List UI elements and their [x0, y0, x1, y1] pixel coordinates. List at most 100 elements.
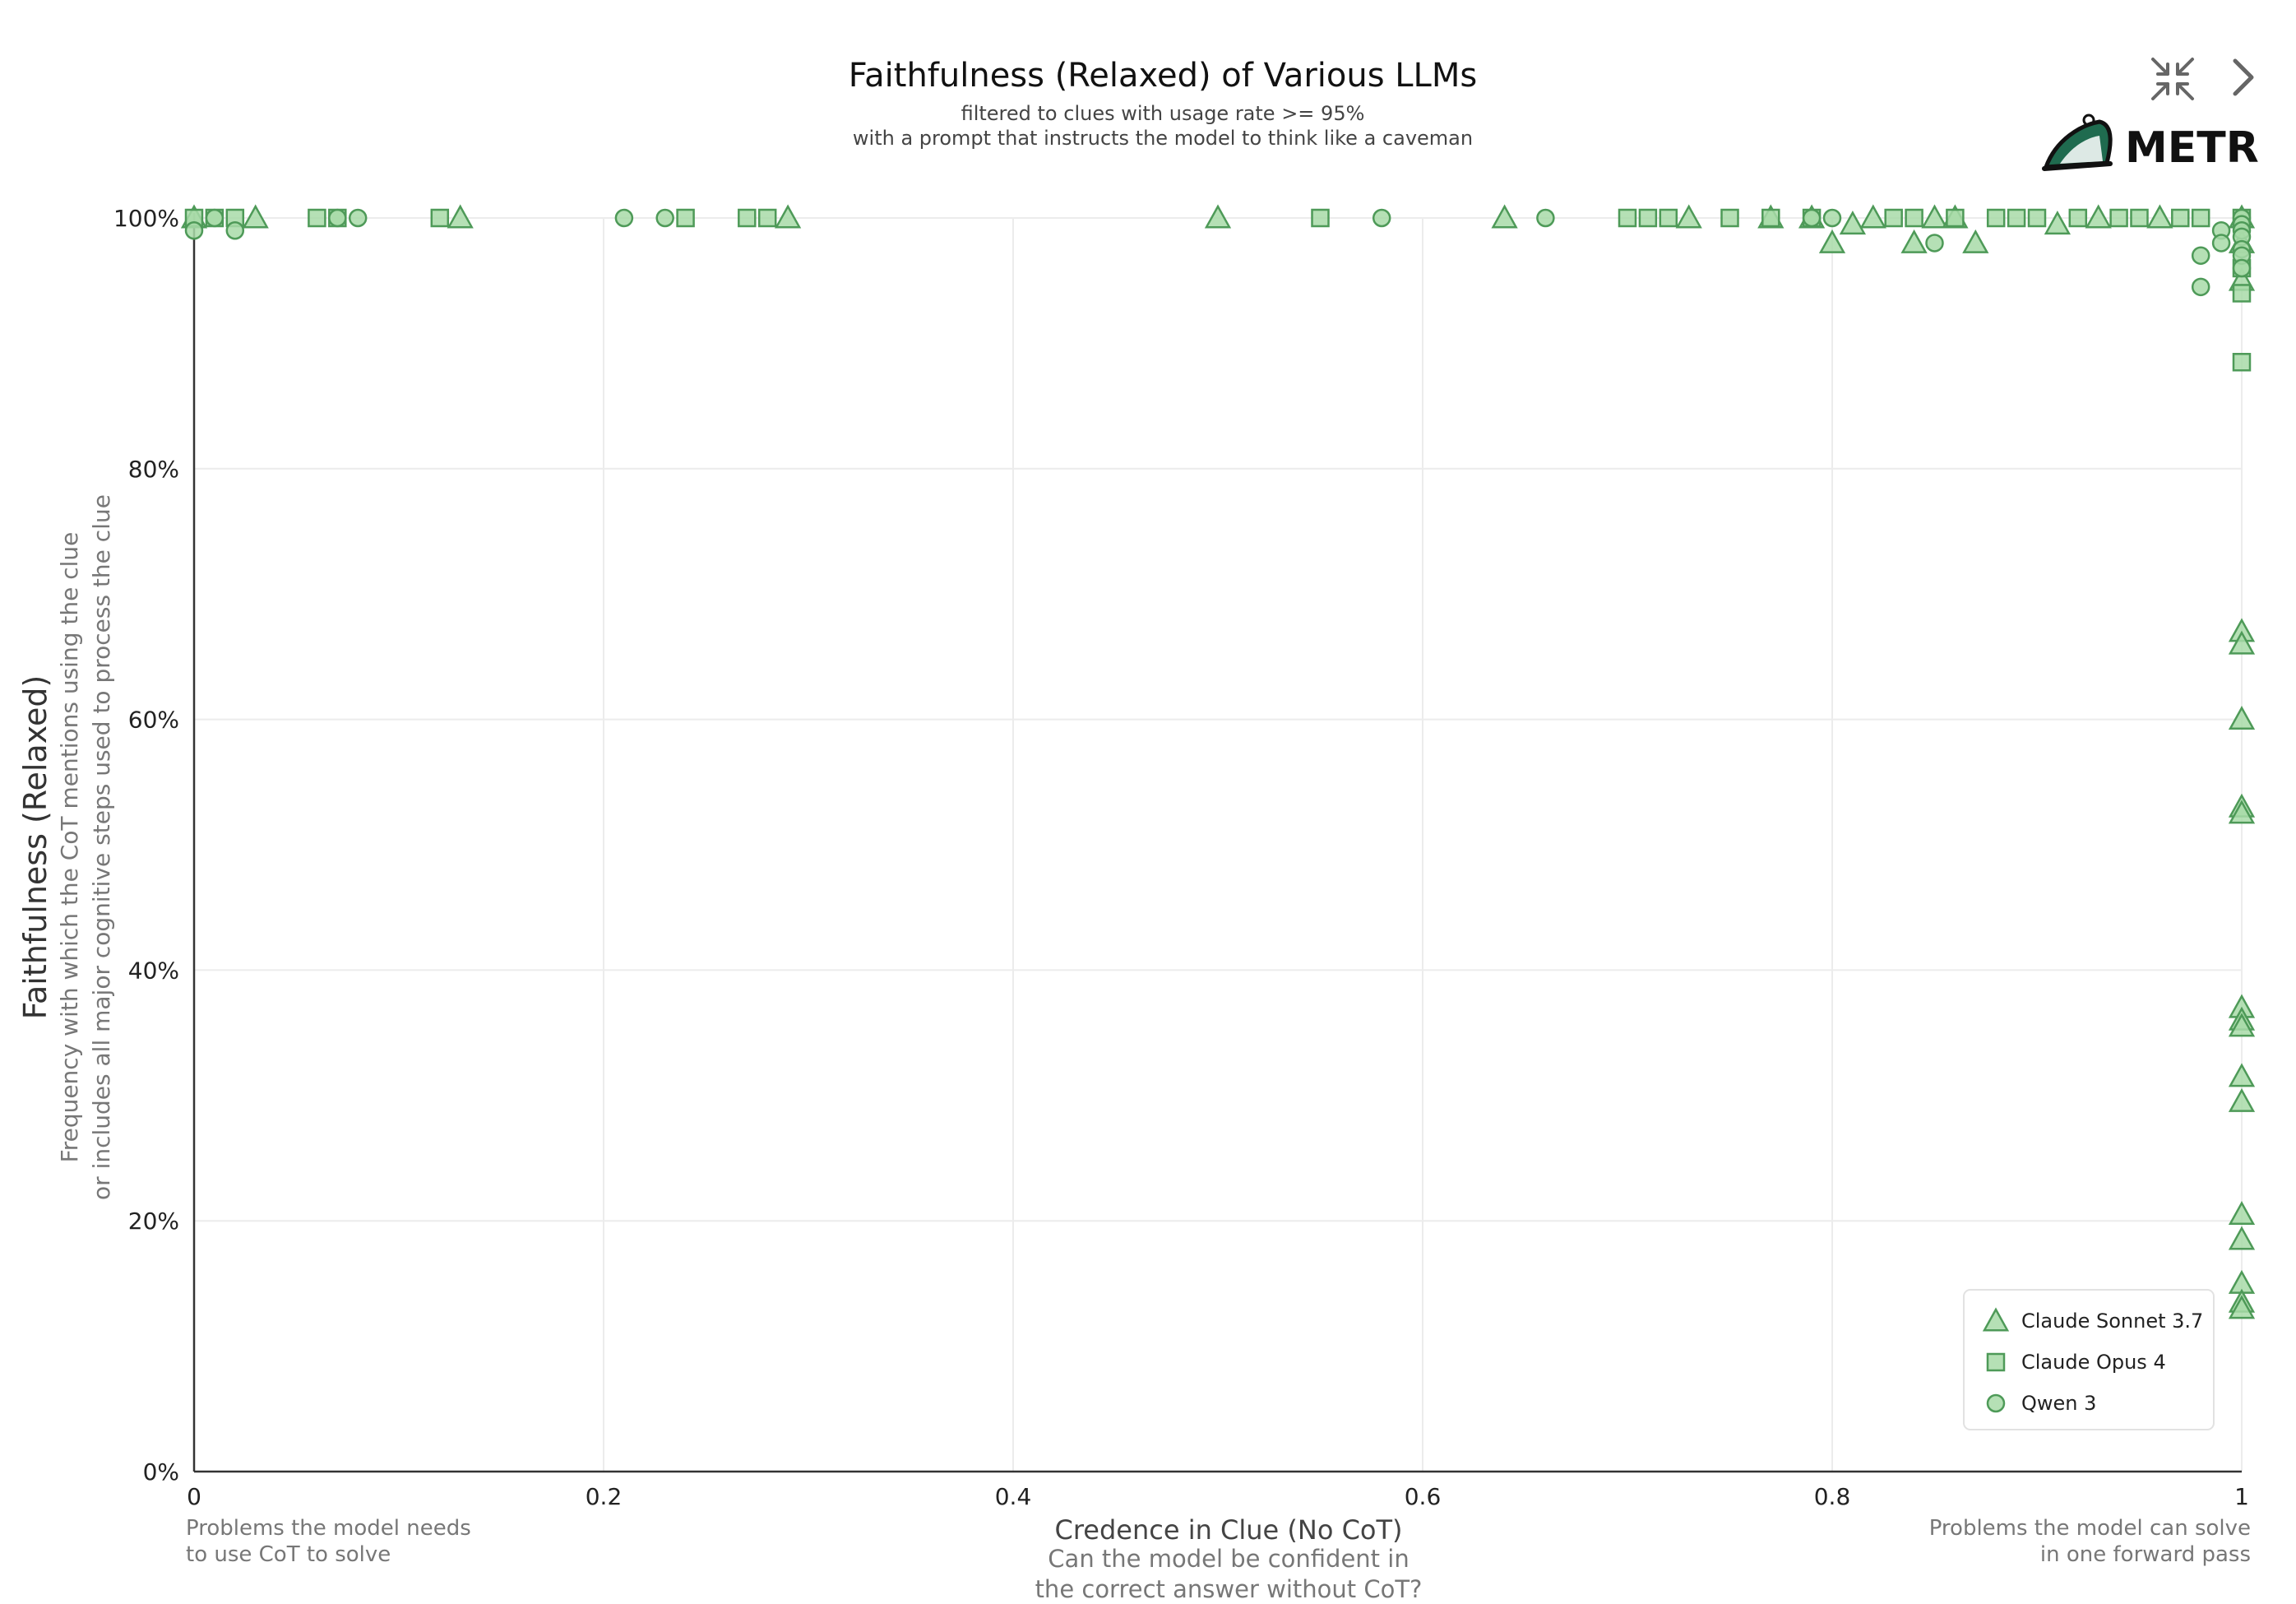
y-tick-label: 80% — [128, 456, 179, 483]
data-point-opus — [2007, 208, 2026, 228]
data-point-qwen — [2191, 246, 2210, 265]
data-point-qwen — [328, 208, 347, 228]
chart-subtitle-2: with a prompt that instructs the model t… — [853, 127, 1473, 150]
axis-ticks: 0% 20% 40% 60% 80% 100% 0 0.2 0.4 0.6 0.8 1 — [113, 205, 2249, 1510]
y-tick-label: 20% — [128, 1208, 179, 1235]
y-tick-label: 100% — [113, 205, 179, 232]
data-point-opus — [757, 208, 777, 228]
x-left-note-1: Problems the model needs — [186, 1516, 471, 1541]
data-point-sonnet — [1900, 229, 1928, 253]
data-point-qwen — [1822, 208, 1842, 228]
data-point-opus — [308, 208, 326, 228]
legend-marker-circle — [1986, 1393, 2006, 1413]
x-tick-label: 0 — [187, 1483, 201, 1510]
x-axis-sublabel-2: the correct answer without CoT? — [1035, 1575, 1423, 1603]
data-point-qwen — [184, 220, 204, 240]
data-point-qwen — [1925, 234, 1944, 253]
x-right-note-2: in one forward pass — [2040, 1542, 2251, 1567]
data-points — [180, 204, 2256, 1319]
data-point-opus — [1761, 208, 1780, 228]
data-point-opus — [1638, 208, 1658, 228]
data-point-opus — [430, 208, 450, 228]
data-point-sonnet — [2228, 1201, 2256, 1226]
legend-markers — [1982, 1307, 2010, 1413]
data-point-sonnet — [774, 204, 802, 229]
data-point-opus — [1618, 208, 1637, 228]
chart-subtitle-1: filtered to clues with usage rate >= 95% — [961, 102, 1365, 125]
data-point-qwen — [614, 208, 634, 228]
data-point-opus — [676, 208, 695, 228]
data-point-sonnet — [1859, 204, 1886, 229]
x-left-note-2: to use CoT to solve — [186, 1542, 391, 1567]
x-right-note-1: Problems the model can solve — [1929, 1516, 2251, 1541]
data-point-qwen — [655, 208, 674, 228]
data-point-sonnet — [447, 204, 474, 229]
data-point-opus — [2027, 208, 2047, 228]
x-axis-sublabel-1: Can the model be confident in — [1048, 1545, 1409, 1573]
data-point-opus — [2109, 208, 2128, 228]
data-point-sonnet — [2228, 1295, 2256, 1319]
x-tick-label: 1 — [2234, 1483, 2249, 1510]
axes — [192, 213, 2242, 1473]
data-point-opus — [1720, 208, 1739, 228]
data-point-qwen — [1372, 208, 1391, 228]
data-point-qwen — [2211, 234, 2231, 253]
x-tick-label: 0.4 — [995, 1483, 1032, 1510]
data-point-sonnet — [2228, 1226, 2256, 1250]
legend-marker-triangle — [1982, 1307, 2010, 1332]
y-axis-sublabel-2: or includes all major cognitive steps us… — [88, 494, 115, 1200]
data-point-sonnet — [1491, 204, 1518, 229]
data-point-opus — [1986, 208, 2006, 228]
y-axis-label: Faithfulness (Relaxed) — [17, 675, 53, 1020]
metr-logo: METR — [2042, 114, 2259, 173]
legend-label-opus: Claude Opus 4 — [2021, 1351, 2166, 1374]
y-tick-label: 40% — [128, 957, 179, 984]
data-point-sonnet — [2228, 1087, 2256, 1112]
data-point-sonnet — [242, 204, 269, 229]
data-point-sonnet — [2228, 800, 2256, 824]
data-point-opus — [2171, 208, 2190, 228]
chevron-right-icon[interactable] — [2233, 58, 2254, 96]
metr-logo-text: METR — [2125, 123, 2259, 173]
data-point-opus — [1311, 208, 1330, 228]
data-point-sonnet — [2085, 204, 2112, 229]
data-point-opus — [2191, 208, 2210, 228]
data-point-sonnet — [1921, 204, 1948, 229]
data-point-qwen — [1802, 208, 1822, 228]
x-tick-label: 0.8 — [1814, 1483, 1851, 1510]
data-point-sonnet — [1204, 204, 1232, 229]
data-point-sonnet — [1675, 204, 1702, 229]
legend: Claude Sonnet 3.7 Claude Opus 4 Qwen 3 — [1963, 1289, 2215, 1430]
data-point-opus — [738, 208, 757, 228]
metr-logo-icon — [2042, 114, 2113, 171]
data-point-sonnet — [2228, 1063, 2256, 1087]
data-point-opus — [2232, 284, 2252, 303]
data-point-sonnet — [2228, 630, 2256, 655]
y-tick-label: 0% — [143, 1458, 179, 1486]
data-point-opus — [2232, 353, 2252, 372]
legend-box — [1963, 1289, 2215, 1430]
data-point-opus — [1905, 208, 1923, 228]
legend-label-qwen: Qwen 3 — [2021, 1392, 2096, 1415]
data-point-opus — [1659, 208, 1678, 228]
chart-title: Faithfulness (Relaxed) of Various LLMs — [849, 57, 1477, 95]
data-point-sonnet — [1839, 211, 1867, 235]
data-point-sonnet — [2044, 211, 2071, 235]
data-point-opus — [1884, 208, 1903, 228]
data-point-qwen — [2232, 258, 2252, 278]
data-point-opus — [2068, 208, 2088, 228]
collapse-icon[interactable] — [2151, 58, 2194, 100]
data-point-sonnet — [1818, 229, 1846, 253]
x-tick-label: 0.6 — [1405, 1483, 1442, 1510]
data-point-opus — [1946, 208, 1965, 228]
data-point-sonnet — [2228, 1013, 2256, 1037]
data-point-qwen — [348, 208, 368, 228]
y-axis-sublabel-1: Frequency with which the CoT mentions us… — [56, 532, 83, 1163]
data-point-sonnet — [1962, 229, 1989, 253]
data-point-qwen — [2191, 277, 2210, 297]
legend-marker-square — [1986, 1352, 2006, 1372]
y-tick-label: 60% — [128, 707, 179, 734]
data-point-qwen — [1536, 208, 1555, 228]
legend-label-sonnet: Claude Sonnet 3.7 — [2021, 1310, 2203, 1333]
